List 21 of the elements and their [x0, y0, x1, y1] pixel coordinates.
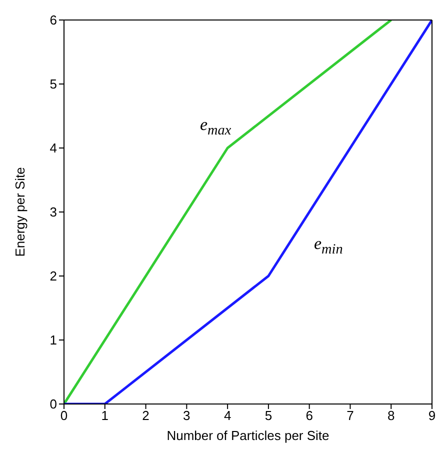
y-tick-label: 5 — [50, 76, 57, 92]
x-tick-label: 3 — [183, 408, 190, 424]
x-tick-label: 0 — [60, 408, 68, 424]
annotation: e$_{min}$ — [314, 234, 343, 258]
x-axis-title: Number of Particles per Site — [166, 428, 330, 443]
y-tick-label: 1 — [50, 332, 57, 348]
x-tick-label: 4 — [224, 408, 232, 424]
x-tick-label: 5 — [264, 408, 272, 424]
x-tick-label: 7 — [346, 408, 354, 424]
x-tick-label: 2 — [142, 408, 150, 424]
y-tick-label: 2 — [50, 268, 57, 284]
x-tick-label: 9 — [428, 408, 436, 424]
y-tick-label: 6 — [50, 12, 57, 28]
x-tick-label: 6 — [306, 408, 313, 424]
y-tick-label: 4 — [50, 140, 57, 156]
x-tick-label: 1 — [101, 408, 109, 424]
annotation: e$_{max}$ — [200, 115, 232, 140]
y-tick-label: 0 — [50, 396, 57, 412]
y-tick-label: 3 — [50, 204, 57, 220]
x-tick-label: 8 — [387, 408, 395, 424]
y-axis-title: Energy per Site — [12, 167, 28, 257]
